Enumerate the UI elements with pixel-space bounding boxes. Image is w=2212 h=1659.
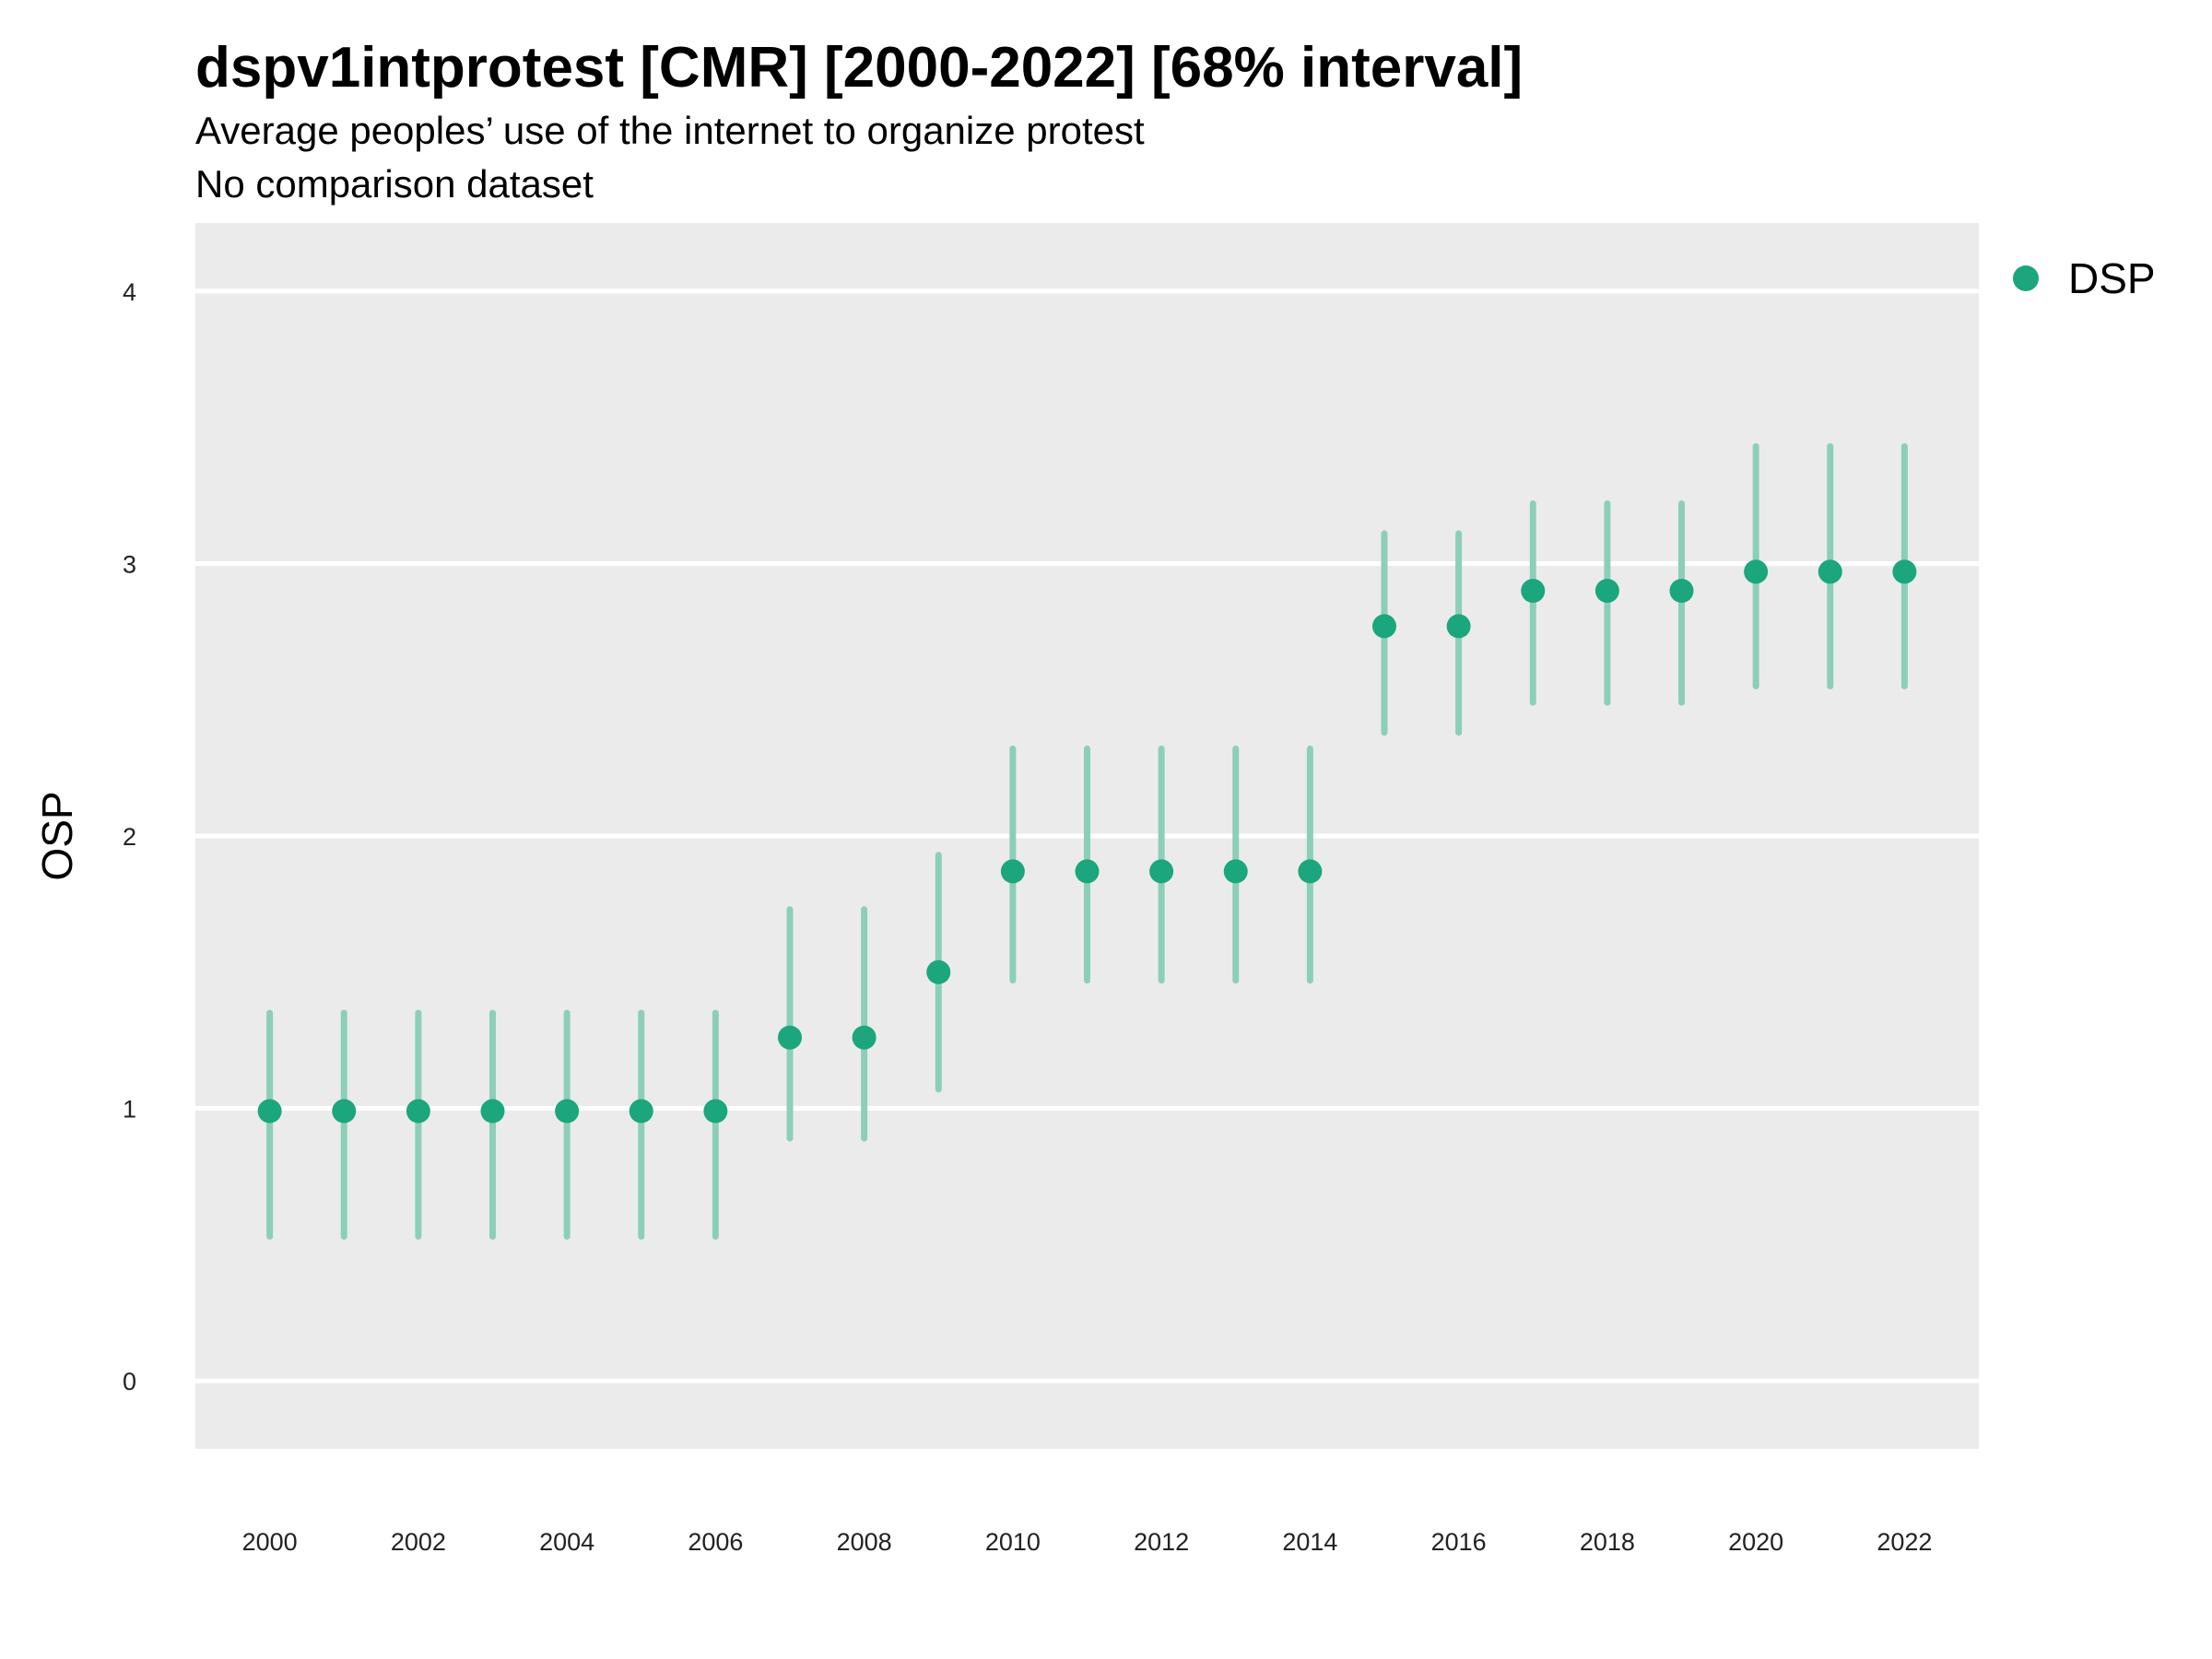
x-tick-label: 2014 xyxy=(1282,1528,1337,1556)
data-point-2003 xyxy=(480,1099,505,1124)
y-tick-label: 0 xyxy=(123,1368,136,1395)
x-tick-label: 2020 xyxy=(1728,1528,1783,1556)
y-axis-label: OSP xyxy=(33,791,81,880)
data-point-2018 xyxy=(1594,579,1619,603)
data-point-2001 xyxy=(332,1099,357,1124)
data-point-2004 xyxy=(555,1099,580,1124)
x-tick-label: 2010 xyxy=(985,1528,1041,1556)
x-tick-label: 2006 xyxy=(688,1528,743,1556)
y-axis-ticks: 0 1 2 3 4 xyxy=(123,278,136,1395)
chart-subtitle: Average peoples’ use of the internet to … xyxy=(195,109,1145,152)
legend-marker-dsp xyxy=(2013,265,2039,291)
x-tick-label: 2008 xyxy=(837,1528,892,1556)
chart-title: dspv1intprotest [CMR] [2000-2022] [68% i… xyxy=(195,36,1523,100)
x-tick-label: 2002 xyxy=(391,1528,446,1556)
x-tick-label: 2000 xyxy=(242,1528,298,1556)
data-point-2007 xyxy=(778,1025,802,1050)
y-tick-label: 2 xyxy=(123,823,136,851)
data-point-2013 xyxy=(1223,859,1248,884)
data-point-2006 xyxy=(703,1099,728,1124)
legend-label-dsp: DSP xyxy=(2068,254,2156,302)
data-point-2010 xyxy=(1000,859,1025,884)
data-point-2009 xyxy=(926,959,951,984)
data-point-2002 xyxy=(406,1099,430,1124)
data-point-2015 xyxy=(1372,614,1396,639)
data-point-2019 xyxy=(1669,579,1694,603)
data-point-2017 xyxy=(1521,579,1546,603)
data-point-2008 xyxy=(852,1025,877,1050)
y-tick-label: 1 xyxy=(123,1096,136,1124)
data-point-2012 xyxy=(1149,859,1174,884)
data-point-2016 xyxy=(1446,614,1471,639)
data-point-2000 xyxy=(257,1099,282,1124)
data-points xyxy=(257,559,1917,1124)
x-tick-label: 2012 xyxy=(1134,1528,1189,1556)
x-tick-label: 2016 xyxy=(1431,1528,1487,1556)
y-tick-label: 4 xyxy=(123,278,136,306)
data-point-2021 xyxy=(1818,559,1842,584)
data-point-2014 xyxy=(1298,859,1323,884)
legend: DSP xyxy=(2013,254,2156,302)
x-tick-label: 2018 xyxy=(1580,1528,1635,1556)
data-point-2005 xyxy=(629,1099,653,1124)
data-point-2011 xyxy=(1075,859,1100,884)
data-point-2020 xyxy=(1744,559,1769,584)
chart-subtitle-comparison: No comparison dataset xyxy=(195,162,594,206)
y-tick-label: 3 xyxy=(123,550,136,578)
x-tick-label: 2004 xyxy=(539,1528,594,1556)
x-tick-label: 2022 xyxy=(1877,1528,1932,1556)
data-point-2022 xyxy=(1892,559,1917,584)
x-axis-ticks: 2000 2002 2004 2006 2008 2010 2012 2014 2016 2018… xyxy=(242,1528,1933,1556)
